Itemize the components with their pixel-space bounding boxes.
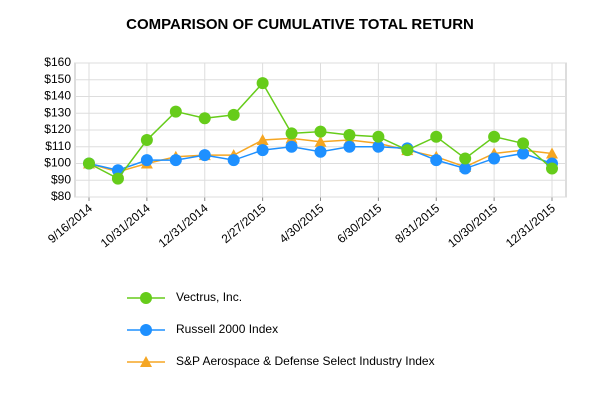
marker <box>314 135 327 147</box>
marker <box>372 130 385 143</box>
marker <box>285 127 298 140</box>
marker <box>140 134 153 147</box>
y-tick-label: $110 <box>45 139 71 153</box>
legend-marker <box>140 324 152 336</box>
marker <box>430 154 443 167</box>
legend-label: S&P Aerospace & Defense Select Industry … <box>176 354 435 368</box>
x-tick-label: 8/31/2015 <box>392 201 442 246</box>
marker <box>169 105 182 118</box>
marker <box>459 152 472 165</box>
marker <box>227 154 240 167</box>
marker <box>343 129 356 142</box>
marker <box>256 134 269 146</box>
y-tick-label: $160 <box>44 55 71 69</box>
marker <box>459 162 472 175</box>
marker <box>517 147 530 160</box>
marker <box>140 154 153 167</box>
y-tick-label: $100 <box>44 156 71 170</box>
x-tick-label: 2/27/2015 <box>219 201 269 246</box>
marker <box>314 125 327 138</box>
x-tick-label: 12/31/2015 <box>503 201 558 251</box>
legend-marker <box>140 292 152 304</box>
legend-label: Russell 2000 Index <box>176 322 278 336</box>
y-tick-label: $140 <box>44 89 71 103</box>
x-tick-label: 4/30/2015 <box>277 201 327 246</box>
legend-label: Vectrus, Inc. <box>176 290 242 304</box>
marker <box>372 140 385 153</box>
marker <box>227 108 240 121</box>
marker <box>111 172 124 185</box>
x-tick-label: 10/30/2015 <box>445 201 500 251</box>
marker <box>401 144 414 157</box>
y-tick-label: $130 <box>44 105 71 119</box>
marker <box>430 130 443 143</box>
x-tick-label: 10/31/2014 <box>98 201 153 251</box>
x-tick-label: 6/30/2015 <box>334 201 384 246</box>
y-tick-label: $80 <box>51 189 71 203</box>
marker <box>488 152 501 165</box>
marker <box>198 149 211 162</box>
x-tick-label: 9/16/2014 <box>45 201 95 246</box>
marker <box>83 157 95 170</box>
marker <box>314 145 327 158</box>
marker <box>285 140 298 153</box>
marker <box>546 147 558 159</box>
y-tick-label: $150 <box>44 72 71 86</box>
marker <box>198 112 211 125</box>
y-tick-label: $120 <box>44 122 71 136</box>
marker <box>343 140 356 153</box>
marker <box>256 77 269 90</box>
legend-marker <box>140 356 152 367</box>
marker <box>546 162 558 175</box>
marker <box>169 154 182 167</box>
marker <box>517 137 530 150</box>
marker <box>488 130 501 143</box>
x-tick-label: 12/31/2014 <box>156 201 211 251</box>
marker <box>111 164 124 177</box>
marker <box>256 144 269 157</box>
chart-title: COMPARISON OF CUMULATIVE TOTAL RETURN <box>126 16 474 33</box>
y-tick-label: $90 <box>51 172 71 186</box>
